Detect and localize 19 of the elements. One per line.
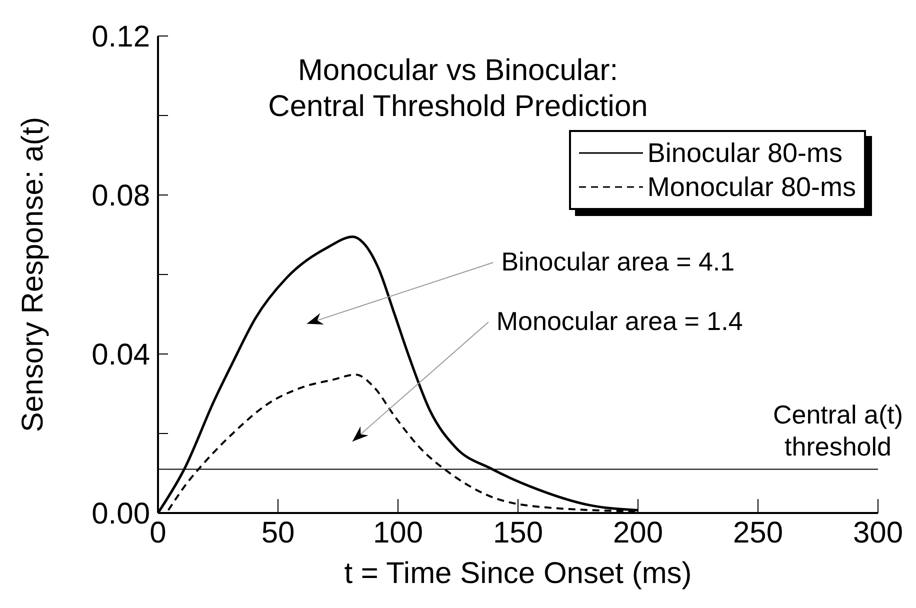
y-tick-label: 0.04 bbox=[92, 338, 150, 372]
x-tick-label: 100 bbox=[372, 516, 424, 550]
x-tick-label: 50 bbox=[261, 516, 295, 550]
y-tick-label: 0.08 bbox=[92, 180, 150, 213]
x-tick-label: 200 bbox=[612, 516, 664, 550]
ref-line-label: Central a(t) threshold bbox=[772, 399, 904, 462]
x-tick-label: 250 bbox=[732, 516, 784, 550]
y-axis-title: Sensory Response: a(t) bbox=[16, 116, 50, 432]
x-tick-label: 0 bbox=[150, 516, 166, 550]
x-tick-label: 150 bbox=[492, 516, 544, 550]
text: Monocular vs Binocular: Central Threshold Prediction bbox=[268, 54, 648, 123]
legend-label: Binocular 80-ms bbox=[647, 137, 842, 170]
annotation: Monocular area = 1.4 bbox=[496, 306, 743, 336]
x-axis-title: t = Time Since Onset (ms) bbox=[344, 557, 692, 590]
x-tick-label: 300 bbox=[852, 516, 904, 550]
annotation: Binocular area = 4.1 bbox=[501, 246, 735, 277]
legend-label: Monocular 80-ms bbox=[647, 171, 856, 204]
y-tick-label: 0.12 bbox=[92, 20, 150, 54]
y-tick-label: 0.00 bbox=[92, 498, 150, 531]
